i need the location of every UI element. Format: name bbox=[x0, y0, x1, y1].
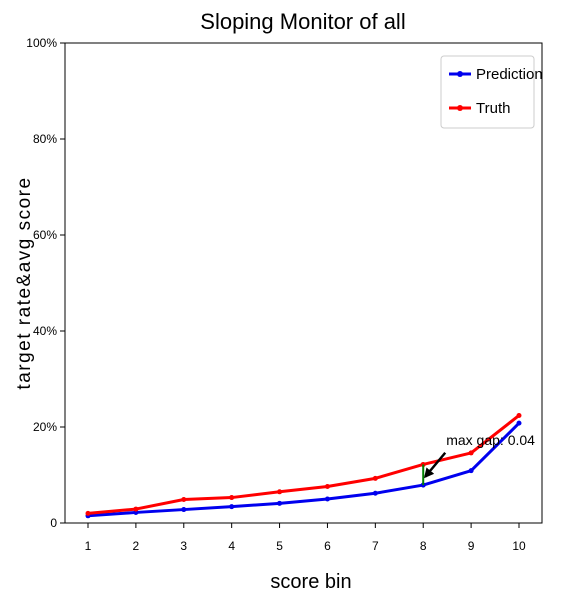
data-point-truth bbox=[85, 510, 91, 516]
y-tick-label: 60% bbox=[33, 228, 57, 242]
x-tick-label: 2 bbox=[133, 539, 140, 553]
chart-title: Sloping Monitor of all bbox=[200, 9, 405, 34]
y-axis-ticks: 0 20% 40% 60% 80% 100% bbox=[26, 36, 65, 530]
x-tick-label: 1 bbox=[85, 539, 92, 553]
x-axis-label: score bin bbox=[270, 571, 351, 593]
max-gap-arrow bbox=[423, 451, 447, 479]
data-point-truth bbox=[372, 475, 378, 481]
max-gap-label: max gap: 0.04 bbox=[446, 432, 535, 448]
data-point-prediction bbox=[229, 504, 235, 510]
series-truth bbox=[85, 412, 522, 516]
annotation-layer: max gap: 0.04 bbox=[422, 432, 535, 486]
series-line-truth bbox=[87, 414, 520, 515]
x-tick-label: 3 bbox=[180, 539, 187, 553]
legend: Prediction Truth bbox=[440, 55, 543, 129]
data-point-prediction bbox=[181, 507, 187, 513]
data-point-truth bbox=[181, 496, 187, 502]
x-tick-label: 10 bbox=[512, 539, 526, 553]
x-tick-label: 8 bbox=[420, 539, 427, 553]
legend-label-prediction: Prediction bbox=[476, 66, 543, 83]
y-tick-label: 0 bbox=[50, 516, 57, 530]
data-point-truth bbox=[277, 489, 283, 495]
data-point-prediction bbox=[372, 490, 378, 496]
data-point-truth bbox=[468, 450, 474, 456]
y-tick-label: 100% bbox=[26, 36, 57, 50]
x-tick-label: 4 bbox=[228, 539, 235, 553]
x-tick-label: 9 bbox=[468, 539, 475, 553]
y-axis-label: target rate&avg score bbox=[14, 176, 35, 389]
data-point-truth bbox=[229, 495, 235, 501]
data-point-prediction bbox=[468, 468, 474, 474]
data-point-prediction bbox=[516, 420, 522, 426]
data-point-prediction bbox=[324, 496, 330, 502]
plot-area bbox=[64, 42, 543, 524]
legend-label-truth: Truth bbox=[476, 100, 510, 117]
legend-marker-prediction bbox=[457, 71, 463, 77]
y-tick-label: 80% bbox=[33, 132, 57, 146]
data-point-truth bbox=[324, 484, 330, 490]
series-line-prediction bbox=[87, 422, 521, 518]
data-point-truth bbox=[133, 506, 139, 512]
data-point-truth bbox=[516, 412, 522, 418]
series-layer bbox=[85, 412, 522, 519]
data-point-prediction bbox=[277, 500, 283, 506]
x-tick-label: 5 bbox=[276, 539, 283, 553]
legend-marker-truth bbox=[457, 105, 463, 111]
x-tick-label: 6 bbox=[324, 539, 331, 553]
y-tick-label: 40% bbox=[33, 324, 57, 338]
x-tick-label: 7 bbox=[372, 539, 379, 553]
x-axis-ticks: 1 2 3 4 5 6 7 8 9 10 bbox=[85, 523, 526, 553]
y-tick-label: 20% bbox=[33, 420, 57, 434]
